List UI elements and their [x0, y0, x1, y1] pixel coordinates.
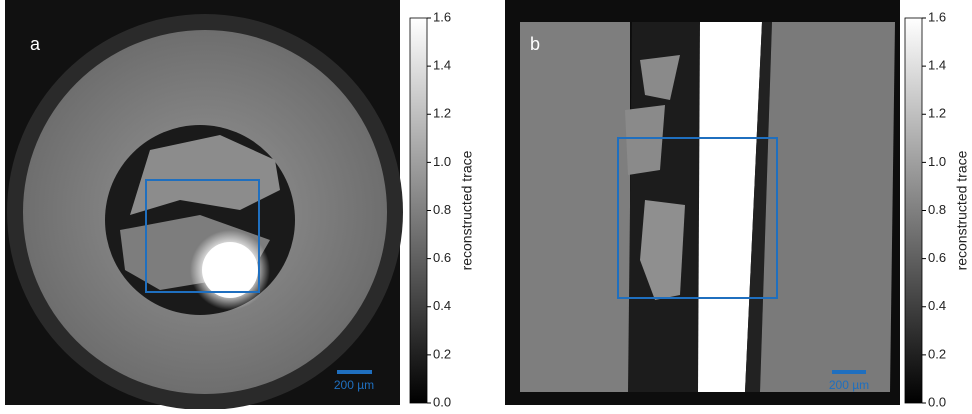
- colorbar-tick-label: 0.8: [928, 202, 946, 217]
- colorbar-tick-label: 0.6: [928, 250, 946, 265]
- colorbar-tick-label: 0.0: [928, 394, 946, 409]
- colorbar-tick-label: 1.4: [433, 58, 451, 73]
- colorbar-label: reconstructed trace: [459, 150, 475, 270]
- colorbar-tick-label: 0.4: [433, 298, 451, 313]
- colorbar-tick-label: 1.0: [928, 154, 946, 169]
- colorbar-tick-label: 1.6: [928, 9, 946, 24]
- scale-bar-label: 200 µm: [829, 378, 869, 392]
- colorbar-tick-label: 1.2: [928, 106, 946, 121]
- colorbar: [904, 17, 923, 404]
- scale-bar-label: 200 µm: [334, 378, 374, 392]
- colorbar: [409, 17, 428, 404]
- colorbar-tick-label: 1.6: [433, 9, 451, 24]
- colorbar-label: reconstructed trace: [954, 150, 970, 270]
- colorbar-tick-label: 0.2: [433, 346, 451, 361]
- colorbar-tick-label: 0.0: [433, 394, 451, 409]
- colorbar-tick-label: 0.2: [928, 346, 946, 361]
- colorbar-tick-label: 1.4: [928, 58, 946, 73]
- colorbar-tick-label: 0.6: [433, 250, 451, 265]
- colorbar-tick-label: 0.4: [928, 298, 946, 313]
- colorbar-tick-label: 0.8: [433, 202, 451, 217]
- panel-a-image: [5, 0, 403, 410]
- colorbar-tick-label: 1.0: [433, 154, 451, 169]
- panel-label: a: [30, 34, 41, 54]
- panel-b-image: [505, 0, 900, 405]
- colorbar-tick-label: 1.2: [433, 106, 451, 121]
- panel-label: b: [530, 34, 540, 54]
